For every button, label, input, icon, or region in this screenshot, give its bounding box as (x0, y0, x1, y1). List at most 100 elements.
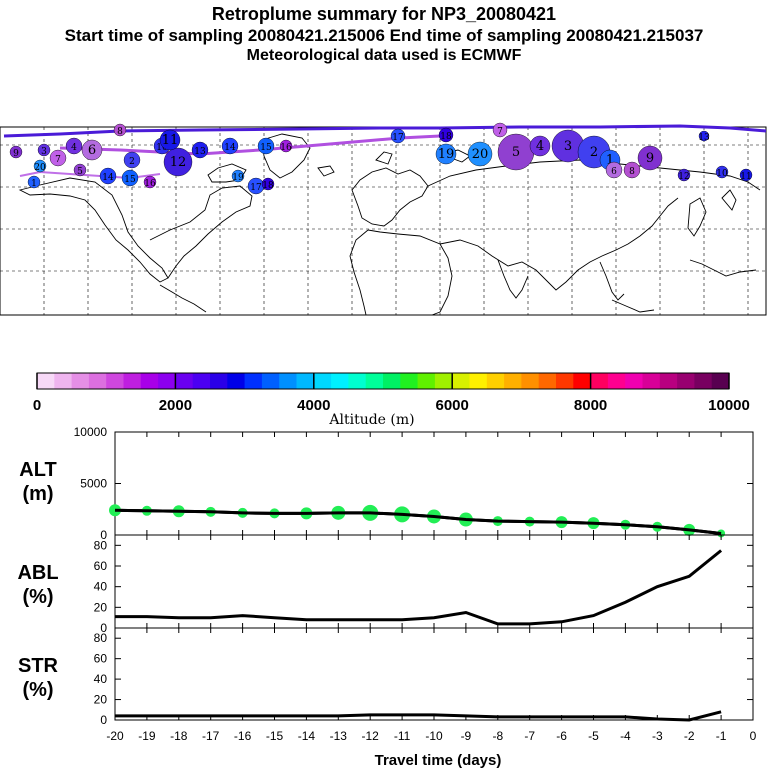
map-cluster-label: 13 (698, 133, 710, 143)
map-cluster-bubble (123, 151, 141, 169)
map-cluster-bubble (143, 175, 157, 189)
map-cluster-label: 5 (77, 167, 83, 177)
y-tick-label: 10000 (74, 425, 108, 439)
x-tick-label: -14 (298, 729, 316, 743)
map-cluster-label: 19 (232, 173, 244, 183)
map-cluster-label: 9 (13, 149, 19, 159)
colorbar-swatch (417, 373, 436, 389)
colorbar-swatch (175, 373, 194, 389)
map-cluster-bubble (99, 167, 117, 185)
sampling-times: Start time of sampling 20080421.215006 E… (64, 26, 704, 45)
colorbar-swatch (625, 373, 643, 389)
map-cluster-label: 18 (262, 181, 274, 191)
map-cluster-label: 18 (440, 132, 452, 142)
met-data-note: Meteorological data used is ECMWF (246, 47, 522, 64)
map-cluster-bubble (37, 143, 51, 157)
map-cluster-bubble (467, 141, 493, 167)
colorbar-swatch (659, 373, 678, 389)
map-cluster-bubble (623, 161, 641, 179)
colorbar-swatch (210, 373, 228, 389)
colorbar-tick-label: 10000 (708, 397, 750, 414)
series-line (115, 549, 723, 626)
map-cluster-label: 8 (629, 167, 635, 177)
map-cluster-label: 15 (260, 143, 272, 153)
colorbar-swatch (227, 373, 246, 389)
map-cluster-bubble (163, 147, 193, 177)
map-cluster-bubble (191, 141, 209, 159)
map-cluster-bubble (390, 128, 406, 144)
map-cluster-bubble (677, 168, 691, 182)
colorbar-swatch (642, 373, 661, 389)
map-cluster-bubble (73, 163, 87, 177)
x-tick-label: -9 (461, 729, 472, 743)
map-cluster-bubble (698, 130, 710, 142)
map-cluster-label: 17 (392, 133, 404, 143)
colorbar-swatch (694, 373, 713, 389)
map-cluster-bubble (529, 135, 551, 157)
map-cluster-label: 7 (55, 155, 61, 165)
x-tick-label: -4 (620, 729, 631, 743)
x-tick-label: -2 (684, 729, 695, 743)
map-cluster-label: 3 (564, 139, 572, 154)
x-tick-label: -3 (652, 729, 663, 743)
track-upper (3, 124, 767, 138)
panel-ylabel: ALT (19, 459, 56, 481)
map-cluster-label: 4 (71, 143, 77, 153)
panel-ylabel: ABL (17, 562, 58, 584)
map-cluster-label: 10 (156, 143, 168, 153)
map-cluster-bubble (435, 143, 457, 165)
x-tick-label: -17 (202, 729, 220, 743)
y-tick-label: 60 (94, 559, 108, 573)
y-tick-label: 5000 (80, 477, 107, 491)
colorbar-swatch (331, 373, 349, 389)
map-cluster-label: 10 (716, 169, 728, 179)
x-tick-label: -16 (234, 729, 252, 743)
panel-frame (114, 627, 754, 721)
x-tick-label: -20 (106, 729, 124, 743)
y-tick-label: 80 (94, 631, 108, 645)
y-tick-label: 20 (94, 693, 108, 707)
map-cluster-label: 19 (438, 147, 455, 162)
x-tick-label: -5 (588, 729, 599, 743)
x-tick-label: -19 (138, 729, 156, 743)
x-tick-label: -18 (170, 729, 188, 743)
x-tick-label: -7 (524, 729, 535, 743)
colorbar-swatch (192, 373, 211, 389)
map-cluster-bubble (159, 129, 181, 151)
map-cluster-label: 16 (144, 179, 156, 189)
colorbar-swatch (261, 373, 280, 389)
map-cluster-label: 2 (590, 145, 598, 160)
map-cluster-label: 1 (31, 179, 37, 189)
colorbar-swatch (677, 373, 695, 389)
x-tick-label: -15 (266, 729, 284, 743)
map-cluster-label: 12 (678, 172, 689, 182)
x-tick-label: -6 (556, 729, 567, 743)
colorbar-swatch (106, 373, 124, 389)
colorbar-swatch (244, 373, 263, 389)
map-cluster-bubble (715, 165, 729, 179)
map-cluster-bubble (65, 137, 83, 155)
map-cluster-label: 5 (512, 145, 520, 160)
map-cluster-bubble (261, 177, 275, 191)
page-title: Retroplume summary for NP3_20080421 (211, 4, 557, 24)
colorbar-swatch (504, 373, 522, 389)
map-cluster-bubble (257, 137, 275, 155)
colorbar-swatch (556, 373, 574, 389)
colorbar-swatch (88, 373, 107, 389)
y-tick-label: 40 (94, 672, 108, 686)
map-cluster-label: 4 (536, 139, 544, 154)
colorbar-swatch (486, 373, 505, 389)
map-cluster-bubble (33, 159, 47, 173)
map-cluster-label: 11 (162, 133, 179, 148)
map-cluster-label: 8 (117, 127, 123, 137)
series-line (114, 508, 722, 535)
map-cluster-bubble (113, 123, 127, 137)
map-cluster-label: 3 (41, 147, 47, 157)
map-cluster-bubble (221, 137, 239, 155)
colorbar-swatch (158, 373, 176, 389)
colorbar-swatch (469, 373, 488, 389)
y-tick-label: 60 (94, 652, 108, 666)
colorbar-swatch (37, 373, 55, 389)
